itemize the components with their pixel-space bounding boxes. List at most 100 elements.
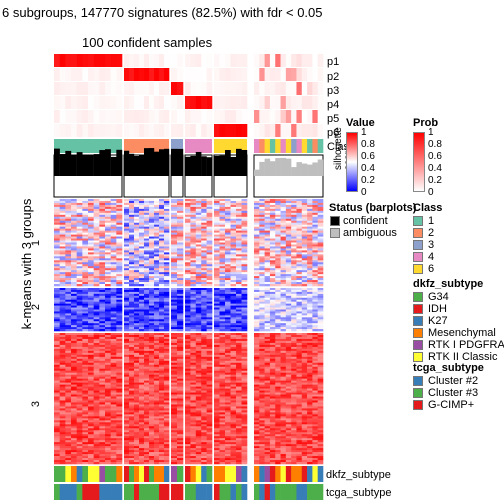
heatmap-cell [82,414,89,417]
heatmap-cell [76,358,83,362]
heatmap-cell [105,299,111,302]
heatmap-cell [280,313,287,316]
heatmap-cell [129,456,135,459]
heatmap-cell [105,307,111,310]
heatmap-cell [236,291,242,295]
heatmap-cell [259,226,265,229]
heatmap-cell [59,396,66,399]
heatmap-cell [116,289,123,293]
heatmap-cell [105,356,111,360]
heatmap-cell [144,258,150,261]
heatmap-cell [230,248,237,251]
heatmap-cell [82,282,89,285]
heatmap-cell [116,220,123,224]
heatmap-cell [201,325,207,328]
heatmap-cell [65,362,72,366]
prob-cell [116,82,123,95]
heatmap-cell [230,266,237,269]
heatmap-cell [301,282,308,285]
heatmap-cell [177,350,184,354]
heatmap-cell [105,338,111,342]
heatmap-cell [65,291,72,295]
heatmap-cell [144,226,150,229]
heatmap-cell [230,309,237,312]
heatmap-cell [307,206,313,210]
heatmap-cell [110,248,117,251]
heatmap-cell [124,462,130,465]
heatmap-cell [124,384,130,387]
heatmap-cell [71,444,77,447]
heatmap-cell [105,454,111,457]
prob-cell [54,54,60,67]
heatmap-cell [93,340,100,344]
heatmap-cell [65,280,72,283]
heatmap-cell [93,212,100,216]
heatmap-cell [139,321,145,324]
heatmap-cell [206,256,213,259]
heatmap-cell [88,216,94,220]
heatmap-cell [185,220,191,224]
heatmap-cell [275,248,281,251]
heatmap-cell [116,432,123,435]
heatmap-cell [230,270,237,273]
heatmap-cell [65,323,72,326]
heatmap-cell [307,325,313,328]
heatmap-cell [129,325,135,328]
prob-cell [129,96,135,109]
heatmap-cell [59,412,66,415]
heatmap-cell [144,248,150,251]
heatmap-cell [307,299,313,302]
heatmap-cell [105,388,111,391]
heatmap-cell [225,199,231,202]
heatmap-cell [177,354,184,358]
heatmap-cell [54,386,60,389]
heatmap-cell [110,250,117,253]
heatmap-cell [159,270,165,273]
heatmap-cell [154,400,160,403]
heatmap-cell [116,408,123,411]
heatmap-cell [264,288,271,291]
heatmap-cell [201,236,207,239]
heatmap-cell [149,291,155,295]
heatmap-cell [164,462,170,465]
heatmap-cell [82,315,89,318]
heatmap-cell [317,299,324,302]
heatmap-cell [71,268,77,271]
heatmap-cell [139,432,145,435]
heatmap-cell [149,280,155,283]
heatmap-cell [301,266,308,269]
heatmap-cell [301,323,308,326]
heatmap-cell [139,456,145,459]
heatmap-cell [285,266,292,269]
heatmap-cell [280,284,287,287]
chart-subtitle: 100 confident samples [82,35,213,50]
prob-cell [177,54,184,67]
heatmap-cell [225,321,231,324]
heatmap-cell [82,200,89,204]
heatmap-cell [82,362,89,366]
heatmap-cell [164,230,170,233]
heatmap-cell [65,394,72,397]
heatmap-cell [275,311,281,314]
heatmap-cell [144,438,150,441]
heatmap-cell [129,388,135,391]
heatmap-cell [82,309,89,312]
heatmap-cell [275,208,281,212]
heatmap-cell [254,226,260,229]
heatmap-cell [99,295,106,299]
heatmap-cell [280,297,287,301]
heatmap-cell [275,236,281,239]
heatmap-cell [65,382,72,385]
heatmap-cell [110,356,117,360]
heatmap-cell [149,388,155,391]
heatmap-cell [201,295,207,299]
heatmap-cell [105,333,111,336]
heatmap-cell [144,234,150,237]
heatmap-cell [190,319,197,322]
heatmap-cell [264,248,271,251]
heatmap-cell [105,297,111,301]
heatmap-cell [236,206,242,210]
heatmap-cell [201,291,207,295]
heatmap-cell [171,301,178,304]
heatmap-cell [88,342,94,346]
